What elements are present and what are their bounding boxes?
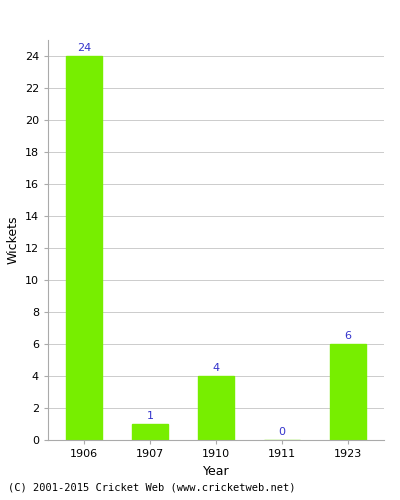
Text: 6: 6 [344,331,351,341]
Bar [66,56,102,440]
Bar [198,376,234,440]
Bar [330,344,366,440]
Text: (C) 2001-2015 Cricket Web (www.cricketweb.net): (C) 2001-2015 Cricket Web (www.cricketwe… [8,482,296,492]
Bar [132,424,168,440]
Text: 1: 1 [147,411,154,421]
Y-axis label: Wickets: Wickets [6,216,19,264]
X-axis label: Year: Year [203,464,229,477]
Text: 0: 0 [278,427,285,437]
Text: 24: 24 [77,43,91,53]
Text: 4: 4 [212,363,220,373]
